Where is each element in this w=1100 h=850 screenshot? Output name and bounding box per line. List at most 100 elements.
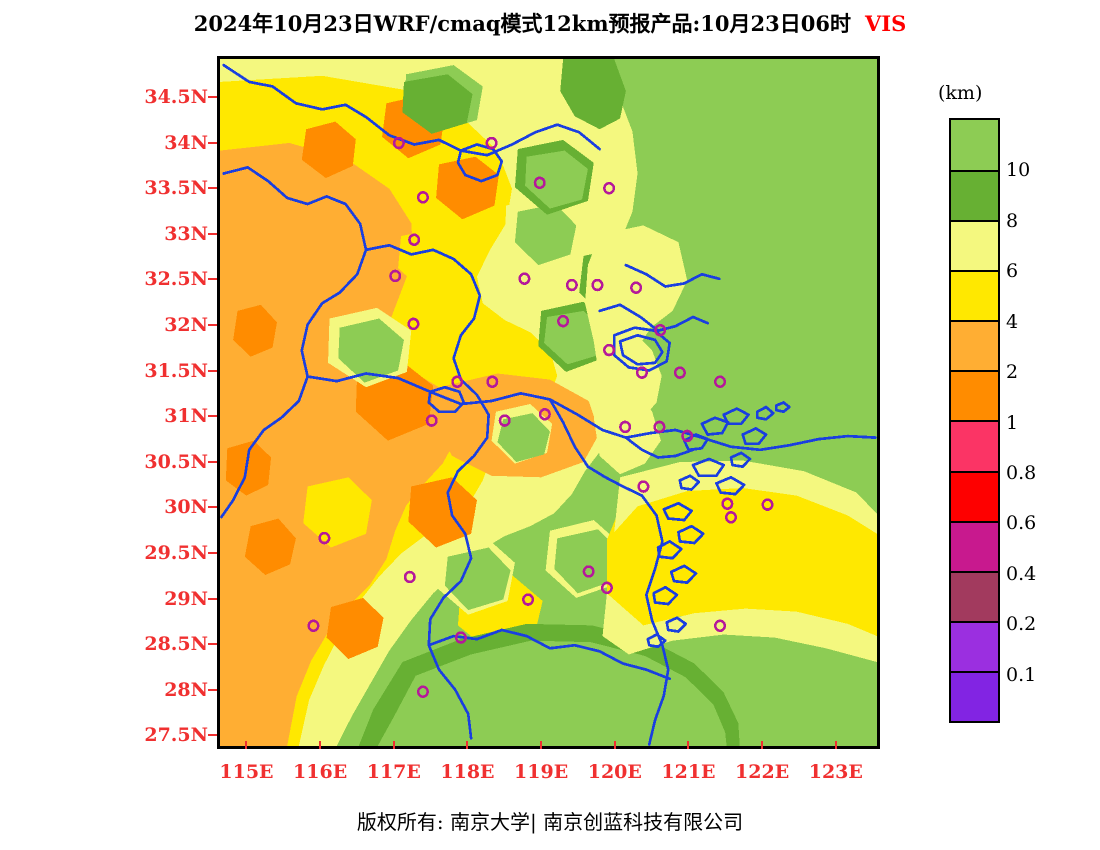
latitude-tick-label: 32N bbox=[164, 313, 208, 336]
colorbar-band bbox=[951, 270, 998, 321]
latitude-tick-mark bbox=[208, 643, 217, 646]
colorbar-tick-label: 10 bbox=[1006, 159, 1031, 182]
station-marker bbox=[454, 631, 467, 644]
station-marker bbox=[307, 619, 320, 633]
longitude-tick-label: 120E bbox=[587, 761, 642, 783]
longitude-tick-label: 115E bbox=[219, 761, 274, 783]
station-marker bbox=[425, 414, 438, 427]
latitude-tick-mark bbox=[208, 688, 217, 691]
station-marker bbox=[721, 497, 734, 510]
latitude-tick-label: 32.5N bbox=[144, 268, 208, 291]
station-marker bbox=[389, 269, 402, 283]
colorbar-tick-label: 6 bbox=[1006, 260, 1019, 283]
latitude-tick-label: 31.5N bbox=[144, 359, 208, 382]
colorbar[interactable] bbox=[949, 118, 1000, 723]
colorbar-band bbox=[951, 520, 998, 571]
station-marker bbox=[416, 685, 429, 698]
colorbar-band bbox=[951, 320, 998, 371]
latitude-tick-label: 29N bbox=[164, 587, 208, 610]
latitude-tick-mark bbox=[208, 734, 217, 737]
station-marker bbox=[557, 314, 570, 328]
station-marker bbox=[522, 593, 535, 606]
station-marker bbox=[635, 366, 648, 379]
longitude-tick-mark bbox=[466, 741, 469, 749]
longitude-tick-mark bbox=[392, 741, 395, 749]
latitude-tick-label: 29.5N bbox=[144, 541, 208, 564]
latitude-tick-mark bbox=[208, 323, 217, 326]
colorbar-tick-label: 0.8 bbox=[1006, 461, 1037, 484]
station-marker bbox=[725, 511, 737, 524]
station-marker bbox=[318, 531, 331, 545]
colorbar-tick-label: 0.1 bbox=[1006, 663, 1037, 686]
station-marker bbox=[408, 233, 421, 247]
station-marker bbox=[630, 281, 643, 294]
station-marker bbox=[565, 278, 578, 292]
colorbar-band bbox=[951, 620, 998, 671]
longitude-tick-mark bbox=[687, 741, 690, 749]
longitude-tick-label: 118E bbox=[440, 761, 495, 783]
longitude-axis: 115E 116E 117E 118E 119E 120E 121E 122E 123E bbox=[217, 741, 880, 793]
longitude-tick-mark bbox=[834, 741, 837, 749]
station-marker bbox=[582, 565, 595, 578]
latitude-tick-mark bbox=[208, 187, 217, 190]
colorbar-tick-label: 4 bbox=[1006, 310, 1019, 333]
station-marker bbox=[403, 570, 416, 584]
colorbar-band bbox=[951, 220, 998, 271]
latitude-tick-mark bbox=[208, 369, 217, 372]
station-marker bbox=[485, 136, 498, 150]
latitude-tick-mark bbox=[208, 232, 217, 235]
copyright-footer: 版权所有: 南京大学| 南京创蓝科技有限公司 bbox=[356, 810, 744, 834]
colorbar-tick-label: 2 bbox=[1006, 360, 1019, 383]
map-plot-area[interactable] bbox=[217, 56, 880, 749]
latitude-tick-label: 30.5N bbox=[144, 450, 208, 473]
station-marker bbox=[681, 429, 694, 443]
colorbar-tick-labels: 10 8 6 4 2 1 0.8 0.6 0.4 0.2 0.1 bbox=[1006, 118, 1096, 723]
latitude-tick-mark bbox=[208, 141, 217, 144]
colorbar-band bbox=[951, 120, 998, 171]
station-marker-layer bbox=[307, 136, 774, 698]
station-marker bbox=[600, 581, 613, 595]
colorbar-tick-label: 0.6 bbox=[1006, 512, 1037, 535]
station-marker bbox=[603, 343, 616, 357]
title-variable-label: VIS bbox=[864, 11, 907, 36]
longitude-tick-label: 119E bbox=[514, 761, 569, 783]
latitude-tick-mark bbox=[208, 278, 217, 281]
latitude-tick-label: 30N bbox=[164, 496, 208, 519]
chart-title: 2024年10月23日WRF/cmaq模式12km预报产品:10月23日06时 V… bbox=[0, 8, 1100, 38]
colorbar-unit-label: (km) bbox=[938, 82, 983, 104]
latitude-tick-mark bbox=[208, 460, 217, 463]
station-marker bbox=[714, 619, 727, 633]
longitude-tick-label: 116E bbox=[293, 761, 348, 783]
colorbar-tick-label: 0.2 bbox=[1006, 612, 1037, 635]
station-marker bbox=[653, 420, 666, 434]
station-marker bbox=[416, 191, 429, 204]
latitude-tick-mark bbox=[208, 551, 217, 554]
latitude-tick-label: 28.5N bbox=[144, 633, 208, 656]
colorbar-band bbox=[951, 370, 998, 421]
station-marker bbox=[591, 278, 604, 292]
latitude-tick-mark bbox=[208, 96, 217, 99]
station-marker bbox=[603, 181, 616, 195]
colorbar-tick-label: 0.4 bbox=[1006, 562, 1037, 585]
station-marker bbox=[451, 375, 464, 388]
longitude-tick-mark bbox=[613, 741, 616, 749]
colorbar-tick-label: 8 bbox=[1006, 209, 1019, 232]
station-marker bbox=[407, 317, 420, 331]
station-marker bbox=[498, 414, 511, 427]
latitude-tick-label: 34N bbox=[164, 131, 208, 154]
longitude-tick-mark bbox=[540, 741, 543, 749]
colorbar-band bbox=[951, 570, 998, 621]
station-marker bbox=[533, 176, 546, 190]
latitude-tick-label: 28N bbox=[164, 678, 208, 701]
longitude-tick-mark bbox=[761, 741, 764, 749]
station-marker bbox=[486, 375, 499, 388]
station-marker bbox=[637, 480, 650, 493]
station-marker bbox=[714, 375, 727, 388]
station-marker bbox=[654, 323, 667, 337]
station-marker bbox=[619, 420, 632, 434]
longitude-tick-mark bbox=[319, 741, 322, 749]
colorbar-band bbox=[951, 470, 998, 521]
station-marker bbox=[518, 272, 531, 285]
station-marker bbox=[673, 366, 686, 379]
longitude-tick-label: 117E bbox=[366, 761, 421, 783]
